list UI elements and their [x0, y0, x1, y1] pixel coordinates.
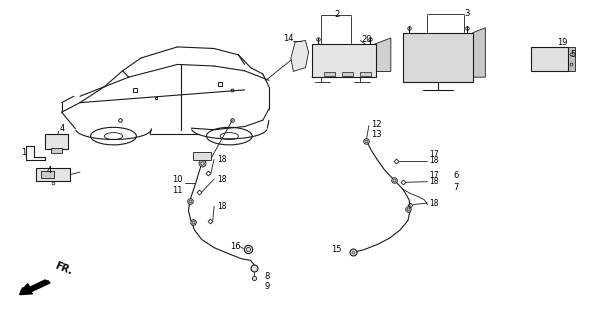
Bar: [41, 171, 54, 178]
Bar: [312, 44, 376, 77]
Text: 19: 19: [557, 38, 568, 47]
Text: 17: 17: [430, 172, 439, 180]
Text: 12: 12: [371, 120, 381, 129]
Text: 18: 18: [217, 175, 227, 184]
Polygon shape: [291, 41, 309, 71]
Text: 4: 4: [46, 166, 52, 175]
Text: 6: 6: [453, 172, 458, 180]
Bar: [51, 148, 62, 153]
Text: 16: 16: [230, 242, 240, 251]
Polygon shape: [312, 38, 391, 77]
Bar: [45, 133, 68, 149]
Bar: [531, 47, 568, 71]
Polygon shape: [403, 28, 485, 82]
Bar: [403, 33, 473, 82]
Text: 4: 4: [60, 124, 65, 133]
Text: 18: 18: [217, 155, 227, 164]
Text: 13: 13: [371, 130, 381, 139]
Text: 1: 1: [21, 148, 27, 157]
Text: 18: 18: [430, 198, 439, 207]
Bar: [192, 152, 211, 160]
Bar: [36, 168, 70, 181]
Text: 2: 2: [334, 10, 339, 19]
Text: 9: 9: [264, 282, 269, 291]
Text: 18: 18: [217, 202, 227, 211]
FancyArrow shape: [20, 280, 50, 295]
Text: 18: 18: [430, 177, 439, 186]
Text: 8: 8: [264, 272, 269, 281]
Bar: [342, 72, 353, 76]
Text: 7: 7: [453, 183, 458, 192]
Text: 20: 20: [362, 35, 372, 44]
Text: 5: 5: [571, 50, 576, 59]
Text: 11: 11: [172, 186, 183, 195]
Text: 14: 14: [283, 34, 293, 43]
Text: FR.: FR.: [53, 260, 73, 276]
Text: 3: 3: [464, 9, 469, 18]
Bar: [568, 47, 575, 71]
Text: 17: 17: [430, 150, 439, 159]
Bar: [360, 72, 371, 76]
Text: 15: 15: [332, 245, 342, 254]
Bar: [324, 72, 335, 76]
Text: 18: 18: [430, 156, 439, 165]
Text: 10: 10: [172, 175, 183, 184]
